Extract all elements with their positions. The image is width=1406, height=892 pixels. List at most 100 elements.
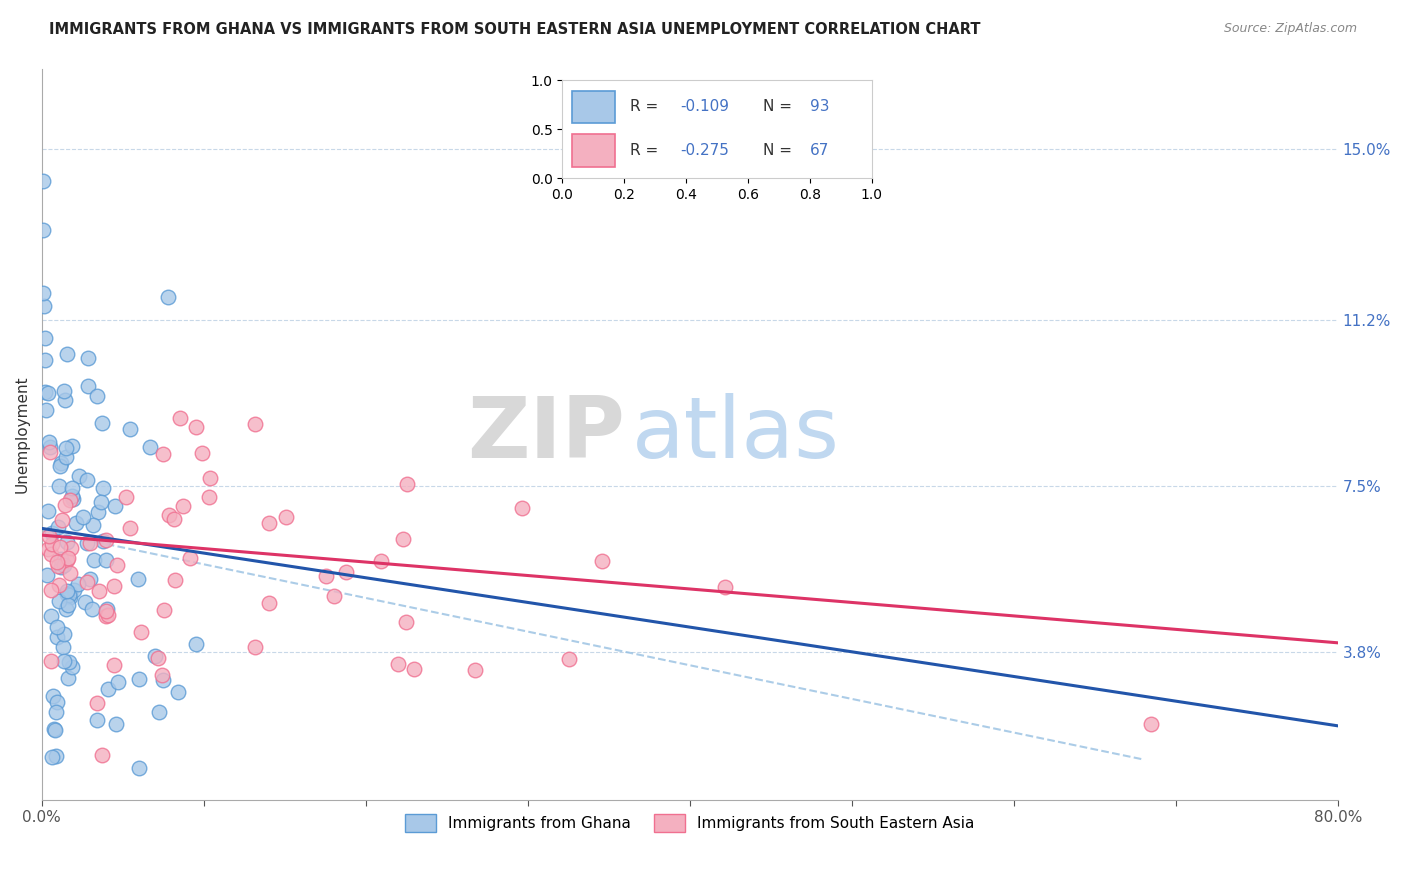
Point	[37, 386, 59, 401]
Point	[464, 664, 486, 678]
Point	[86, 713, 108, 727]
Point	[49, 551, 72, 566]
Point	[53, 393, 76, 408]
Point	[152, 673, 174, 688]
Point	[139, 440, 162, 454]
Point	[56, 553, 79, 567]
Point	[105, 558, 128, 572]
Point	[60, 660, 83, 674]
Point	[38, 529, 60, 543]
Point	[89, 583, 111, 598]
Point	[49, 540, 72, 554]
Point	[59, 493, 82, 508]
Point	[90, 495, 112, 509]
Text: Source: ZipAtlas.com: Source: ZipAtlas.com	[1223, 22, 1357, 36]
Point	[45, 705, 67, 719]
Point	[186, 637, 208, 651]
Point	[1140, 716, 1163, 731]
Point	[59, 591, 82, 605]
Point	[41, 525, 63, 540]
Point	[243, 640, 266, 654]
Point	[335, 565, 357, 579]
Point	[87, 505, 110, 519]
Point	[115, 490, 138, 504]
Point	[510, 501, 533, 516]
Point	[591, 554, 613, 568]
Point	[48, 478, 70, 492]
Point	[38, 444, 60, 458]
Point	[274, 509, 297, 524]
Point	[49, 459, 72, 474]
Point	[94, 533, 117, 548]
Text: N =: N =	[763, 99, 797, 114]
Point	[120, 521, 142, 535]
Legend: Immigrants from Ghana, Immigrants from South Eastern Asia: Immigrants from Ghana, Immigrants from S…	[398, 807, 981, 839]
Point	[46, 555, 69, 569]
Point	[83, 553, 105, 567]
Point	[129, 624, 152, 639]
Point	[59, 566, 82, 581]
Point	[32, 299, 55, 313]
Point	[52, 640, 75, 654]
Point	[55, 442, 77, 456]
Point	[62, 491, 84, 506]
Bar	[572, 134, 614, 167]
Y-axis label: Unemployment: Unemployment	[15, 376, 30, 493]
Text: -0.109: -0.109	[681, 99, 728, 114]
Point	[38, 441, 60, 455]
Point	[107, 674, 129, 689]
Point	[148, 650, 170, 665]
Point	[558, 652, 581, 666]
Point	[91, 481, 114, 495]
Point	[60, 541, 83, 555]
Point	[370, 554, 392, 568]
Point	[32, 174, 55, 188]
Point	[191, 446, 214, 460]
Point	[46, 559, 69, 574]
Point	[53, 499, 76, 513]
Point	[97, 607, 120, 622]
Point	[39, 547, 62, 561]
Point	[55, 450, 77, 464]
Point	[179, 551, 201, 566]
Point	[60, 439, 83, 453]
Point	[32, 285, 55, 300]
Point	[77, 379, 100, 393]
Point	[56, 535, 79, 549]
Point	[104, 499, 127, 513]
Point	[37, 541, 59, 556]
Point	[44, 723, 66, 737]
Point	[96, 553, 118, 567]
Point	[157, 508, 180, 522]
Point	[63, 582, 86, 597]
Point	[41, 537, 63, 551]
Point	[37, 568, 59, 582]
Text: R =: R =	[630, 144, 664, 159]
Point	[76, 536, 98, 550]
Point	[86, 696, 108, 710]
Point	[91, 416, 114, 430]
Point	[45, 695, 67, 709]
Point	[103, 579, 125, 593]
Text: 93: 93	[810, 99, 830, 114]
Point	[152, 447, 174, 461]
Point	[396, 477, 419, 491]
Point	[96, 608, 118, 623]
Point	[45, 749, 67, 764]
Point	[163, 511, 186, 525]
Point	[150, 667, 173, 681]
Point	[67, 469, 90, 483]
Text: -0.275: -0.275	[681, 144, 728, 159]
Text: R =: R =	[630, 99, 664, 114]
Point	[79, 573, 101, 587]
Point	[44, 722, 66, 736]
Point	[257, 596, 280, 610]
Point	[39, 608, 62, 623]
Point	[86, 389, 108, 403]
Point	[56, 551, 79, 566]
Point	[165, 574, 187, 588]
Point	[46, 630, 69, 644]
Point	[34, 384, 56, 399]
Point	[148, 705, 170, 719]
Point	[41, 582, 63, 597]
